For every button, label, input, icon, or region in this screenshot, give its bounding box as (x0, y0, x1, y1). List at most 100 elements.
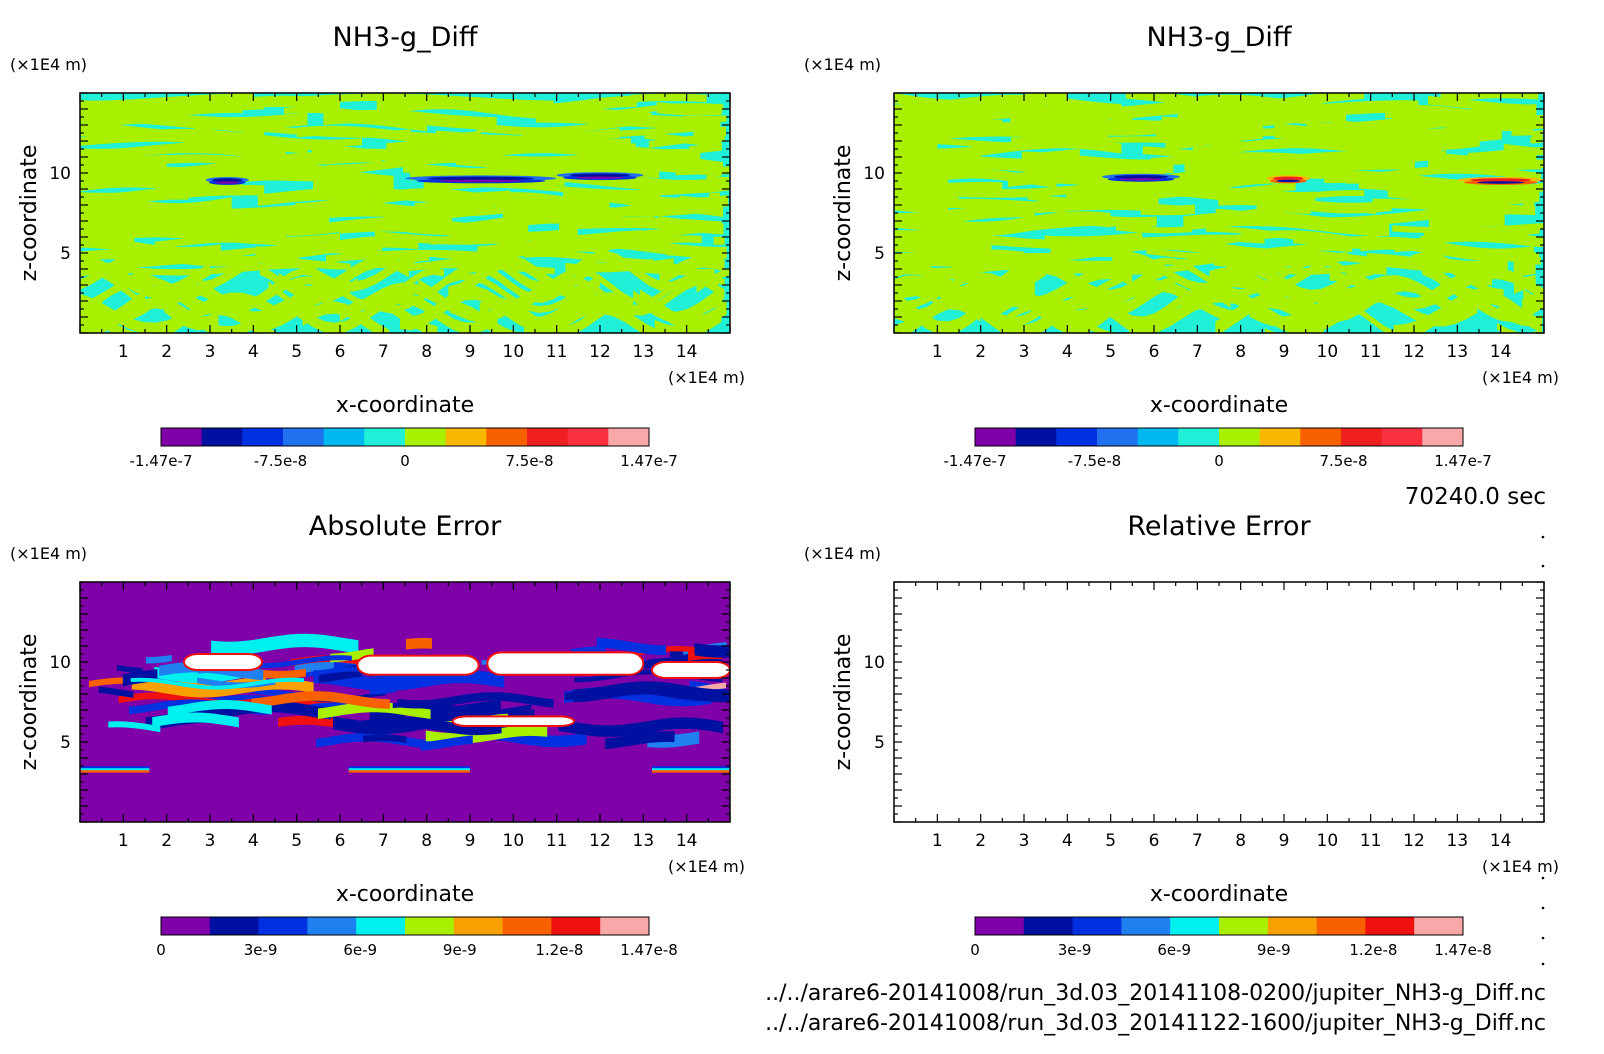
x-tick-label: 11 (546, 831, 568, 851)
colorbar: 0 3e-9 6e-9 9e-9 1.2e-8 1.47e-8 (970, 916, 1492, 959)
colorbar-swatch (1023, 917, 1074, 935)
contour-streak (367, 140, 649, 157)
contour-streak (524, 249, 654, 267)
colorbar-label: 1.2e-8 (1349, 941, 1397, 959)
colorbar-swatch (486, 428, 528, 446)
x-tick-label: 2 (975, 831, 986, 851)
x-tick-label: 14 (1490, 342, 1512, 362)
y-axis-title: z-coordinate (831, 634, 856, 771)
x-tick-label: 4 (1062, 831, 1073, 851)
colorbar-label: 1.47e-7 (620, 452, 678, 470)
extremum-contour (212, 178, 243, 182)
y-tick-label: 10 (49, 653, 71, 673)
x-tick-label: 4 (248, 831, 259, 851)
x-tick-label: 14 (676, 342, 698, 362)
colorbar-swatch (307, 917, 357, 935)
x-unit-label: (×1E4 m) (1482, 368, 1559, 387)
contour-streak (259, 266, 358, 303)
contour-streak (709, 192, 720, 204)
contour-streak (304, 93, 554, 108)
contour-streak (1139, 257, 1389, 296)
contour-streak (1125, 93, 1365, 111)
margin-dots (1541, 535, 1545, 966)
contour-streak (278, 255, 409, 299)
x-tick-label: 4 (1062, 342, 1073, 362)
colorbar-swatch (1015, 428, 1057, 446)
colorbar-swatch (201, 428, 243, 446)
colorbar-frame (974, 427, 1464, 447)
x-tick-label: 6 (1149, 342, 1160, 362)
error-filament (152, 712, 239, 728)
colorbar-swatch (1422, 428, 1464, 446)
contour-streak (659, 255, 725, 287)
contour-streak (1277, 169, 1527, 190)
contour-streak (658, 216, 724, 235)
contour-streak (374, 231, 527, 245)
x-tick-label: 2 (975, 342, 986, 362)
panel-title: Relative Error (1127, 511, 1311, 542)
x-tick-label: 9 (465, 831, 476, 851)
x-tick-label: 12 (589, 342, 611, 362)
error-filament (605, 731, 675, 750)
colorbar: -1.47e-7 -7.5e-8 0 7.5e-8 1.47e-7 (130, 427, 678, 470)
error-streak (348, 768, 470, 771)
error-streak (80, 770, 150, 773)
x-axis-title: x-coordinate (1150, 882, 1288, 907)
contour-streak (1531, 129, 1543, 144)
time-label: 70240.0 sec (1405, 484, 1546, 510)
panel-top-left: NH3-g_Diff (×1E4 m) 1 2 3 4 5 6 7 8 9 10 11 12 13 145… (10, 22, 745, 470)
contour-streak (1440, 93, 1539, 103)
saturated-region (356, 654, 480, 676)
x-tick-label: 5 (1105, 831, 1116, 851)
x-tick-label: 5 (291, 831, 302, 851)
contour-streak (1348, 267, 1544, 310)
x-tick-label: 10 (1317, 831, 1339, 851)
saturated-region (451, 715, 576, 728)
contour-streak (194, 267, 444, 308)
colorbar-swatch (1259, 428, 1301, 446)
contour-streak (192, 207, 452, 226)
y-axis-title: z-coordinate (17, 634, 42, 771)
extremum-contour (576, 176, 624, 179)
colorbar-swatch (283, 428, 325, 446)
contour-streak (399, 212, 584, 235)
colorbar-label: 1.47e-8 (620, 941, 678, 959)
colorbar-swatch (1170, 917, 1220, 935)
contour-streak (894, 272, 1122, 310)
panel-title: Absolute Error (309, 511, 502, 542)
x-tick-label: 8 (1235, 831, 1246, 851)
contour-streak (1385, 105, 1537, 126)
error-filament (397, 692, 554, 709)
error-filament (305, 666, 445, 680)
contour-streak (1025, 148, 1080, 162)
contour-streak (486, 250, 693, 292)
contour-streak (1523, 289, 1535, 305)
colorbar-label: 0 (156, 941, 166, 959)
contour-streak (1205, 225, 1380, 243)
contour-streak (1503, 143, 1537, 158)
colorbar-label: 0 (1214, 452, 1224, 470)
x-tick-label: 9 (465, 342, 476, 362)
heatmap-field (80, 582, 730, 822)
y-unit-label: (×1E4 m) (804, 55, 881, 74)
x-tick-label: 6 (1149, 831, 1160, 851)
panel-bottom-right: Relative Error (×1E4 m) 1 2 3 4 5 6 7 8 9 10 11 12 1… (804, 511, 1559, 959)
colorbar: 0 3e-9 6e-9 9e-9 1.2e-8 1.47e-8 (156, 916, 678, 959)
contour-streak (80, 290, 145, 331)
error-filament (573, 681, 730, 703)
contour-streak (1102, 215, 1157, 228)
x-tick-label: 12 (1403, 831, 1425, 851)
colorbar-label: 0 (970, 941, 980, 959)
colorbar-swatch (1097, 428, 1139, 446)
x-tick-label: 12 (589, 831, 611, 851)
contour-streak (644, 131, 721, 147)
contour-streak (639, 289, 727, 331)
x-tick-label: 12 (1403, 342, 1425, 362)
contour-streak (1523, 201, 1535, 213)
extremum-contour (1273, 176, 1304, 181)
contour-streak (406, 255, 505, 272)
x-tick-label: 2 (161, 342, 172, 362)
x-tick-label: 3 (1019, 831, 1030, 851)
contour-streak (80, 261, 351, 276)
